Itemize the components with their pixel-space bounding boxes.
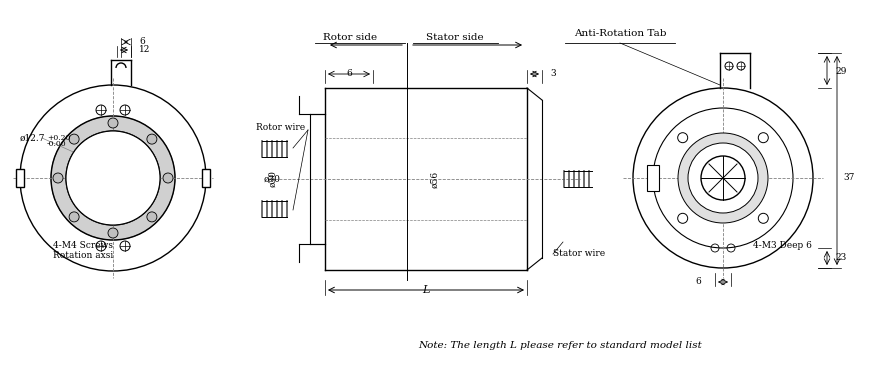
Text: Anti-Rotation Tab: Anti-Rotation Tab xyxy=(574,29,666,37)
Text: Rotor side: Rotor side xyxy=(323,33,377,43)
Circle shape xyxy=(53,173,63,183)
Text: ø30: ø30 xyxy=(268,171,277,188)
Text: Stator wire: Stator wire xyxy=(553,248,605,258)
Text: 6: 6 xyxy=(139,37,144,47)
Text: 6: 6 xyxy=(346,69,352,79)
Circle shape xyxy=(51,116,175,240)
Text: 4-M4 Screws: 4-M4 Screws xyxy=(53,241,113,251)
Text: Note: The length L please refer to standard model list: Note: The length L please refer to stand… xyxy=(418,341,702,349)
Text: Rotor wire: Rotor wire xyxy=(256,124,305,132)
Circle shape xyxy=(163,173,173,183)
Bar xyxy=(202,169,210,187)
Text: 37: 37 xyxy=(843,174,854,182)
Bar xyxy=(16,169,24,187)
Text: L: L xyxy=(422,285,429,295)
Circle shape xyxy=(701,156,745,200)
Text: ø56: ø56 xyxy=(430,170,439,188)
Circle shape xyxy=(108,118,118,128)
Text: 29: 29 xyxy=(835,66,847,76)
Text: Rotation axsi: Rotation axsi xyxy=(53,251,114,261)
Circle shape xyxy=(678,133,768,223)
Circle shape xyxy=(70,212,79,222)
Text: 3: 3 xyxy=(550,69,555,79)
Text: +0.20: +0.20 xyxy=(47,134,70,142)
Circle shape xyxy=(147,134,157,144)
Circle shape xyxy=(66,131,160,225)
Text: 12: 12 xyxy=(139,46,150,55)
Bar xyxy=(647,165,659,191)
Text: 6: 6 xyxy=(695,277,701,287)
Circle shape xyxy=(70,134,79,144)
Text: -0.00: -0.00 xyxy=(47,140,67,148)
Text: ø12.7: ø12.7 xyxy=(20,134,46,142)
Text: 23: 23 xyxy=(835,254,847,262)
Circle shape xyxy=(147,212,157,222)
Text: ø30: ø30 xyxy=(264,174,281,184)
Text: 4-M3 Deep 6: 4-M3 Deep 6 xyxy=(753,241,812,251)
Circle shape xyxy=(108,228,118,238)
Circle shape xyxy=(688,143,758,213)
Text: Stator side: Stator side xyxy=(426,33,484,43)
